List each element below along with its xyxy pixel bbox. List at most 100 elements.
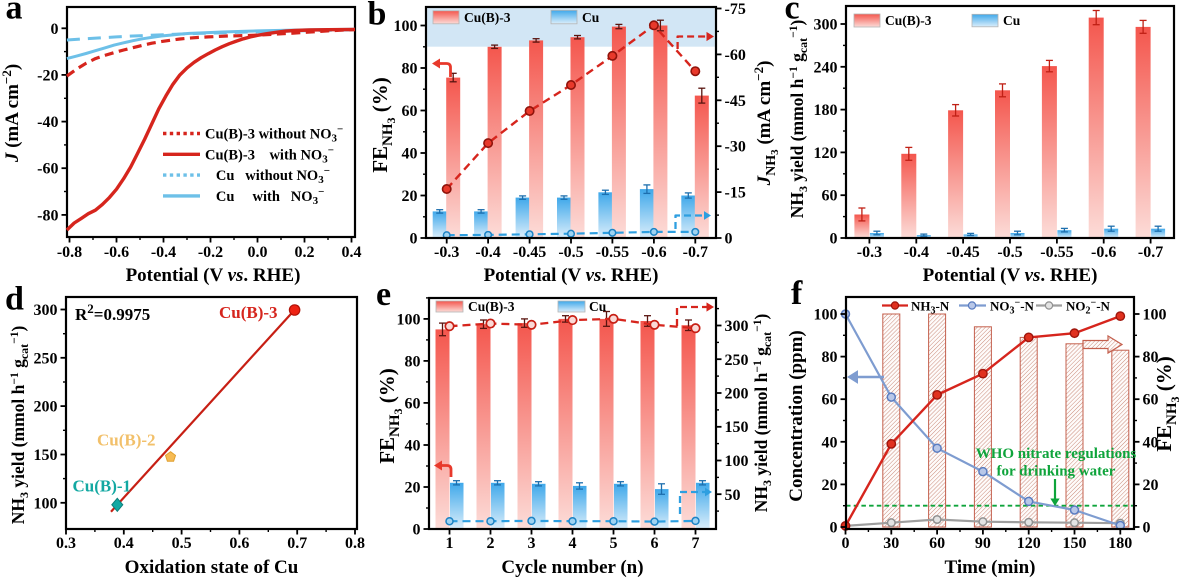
svg-text:60: 60: [1143, 392, 1159, 409]
svg-text:-15: -15: [725, 185, 746, 202]
svg-text:-0.4: -0.4: [475, 244, 500, 261]
svg-text:J (mA cm−2): J (mA cm−2): [0, 64, 23, 163]
svg-text:0: 0: [830, 231, 838, 248]
svg-text:120: 120: [1017, 535, 1041, 552]
svg-text:NH3-N: NH3-N: [911, 299, 950, 317]
svg-text:-0.3: -0.3: [434, 244, 459, 261]
svg-text:50: 50: [725, 487, 741, 504]
svg-text:60: 60: [405, 395, 421, 412]
svg-text:0: 0: [842, 535, 850, 552]
svg-text:20: 20: [822, 477, 838, 494]
svg-text:250: 250: [725, 352, 749, 369]
svg-text:NH3 yield (mmol h−1 gcat−1): NH3 yield (mmol h−1 gcat−1): [787, 20, 810, 219]
svg-text:180: 180: [814, 102, 838, 119]
svg-text:Time (min): Time (min): [945, 557, 1036, 578]
svg-text:Cu(B)-3 without NO3−: Cu(B)-3 without NO3−: [205, 124, 343, 145]
svg-text:Cu: Cu: [582, 10, 600, 25]
svg-text:3: 3: [528, 535, 536, 552]
svg-text:Cu: Cu: [589, 299, 607, 314]
svg-text:Cu(B)-3: Cu(B)-3: [219, 303, 278, 322]
svg-text:150: 150: [1063, 535, 1087, 552]
svg-text:0.4: 0.4: [114, 535, 134, 552]
svg-text:0: 0: [413, 522, 421, 539]
svg-text:NO2−-N: NO2−-N: [1066, 298, 1111, 317]
svg-text:-0.6: -0.6: [104, 244, 129, 261]
svg-text:-0.6: -0.6: [1091, 244, 1116, 261]
svg-text:Cu(B)-3: Cu(B)-3: [885, 13, 932, 28]
svg-text:-0.2: -0.2: [198, 244, 223, 261]
svg-text:150: 150: [725, 419, 749, 436]
svg-text:80: 80: [822, 349, 838, 366]
svg-text:40: 40: [1143, 434, 1159, 451]
svg-text:Cycle number (n): Cycle number (n): [501, 557, 643, 578]
svg-text:300: 300: [34, 302, 58, 319]
svg-text:f: f: [791, 275, 803, 312]
svg-text:-45: -45: [725, 93, 746, 110]
svg-text:20: 20: [1143, 477, 1159, 494]
svg-text:2: 2: [487, 535, 495, 552]
svg-text:200: 200: [725, 386, 749, 403]
svg-text:7: 7: [692, 535, 700, 552]
svg-text:0.5: 0.5: [172, 535, 192, 552]
svg-text:-0.6: -0.6: [641, 244, 666, 261]
svg-text:Cu: Cu: [1003, 13, 1021, 28]
svg-text:Oxidation state of Cu: Oxidation state of Cu: [125, 557, 299, 578]
svg-text:-60: -60: [725, 47, 746, 64]
svg-text:Concentration (ppm): Concentration (ppm): [786, 330, 807, 502]
svg-text:60: 60: [929, 535, 945, 552]
svg-text:0.4: 0.4: [342, 244, 362, 261]
svg-text:-20: -20: [37, 67, 58, 84]
svg-text:40: 40: [402, 146, 418, 163]
svg-text:100: 100: [34, 495, 58, 512]
svg-text:0.7: 0.7: [287, 535, 307, 552]
svg-text:a: a: [6, 0, 23, 27]
svg-text:100: 100: [814, 307, 838, 324]
svg-text:100: 100: [725, 453, 749, 470]
svg-text:0.6: 0.6: [229, 535, 249, 552]
svg-text:20: 20: [405, 480, 421, 497]
svg-text:-80: -80: [37, 207, 58, 224]
svg-text:-0.7: -0.7: [683, 244, 708, 261]
svg-text:-0.8: -0.8: [57, 244, 82, 261]
svg-text:Cu(B)-3: Cu(B)-3: [464, 10, 511, 25]
svg-text:0: 0: [725, 231, 733, 248]
svg-text:60: 60: [402, 103, 418, 120]
svg-text:-60: -60: [37, 161, 58, 178]
svg-text:Potential (V vs. RHE): Potential (V vs. RHE): [126, 265, 301, 286]
svg-text:-0.5: -0.5: [558, 244, 583, 261]
svg-text:-0.3: -0.3: [857, 244, 882, 261]
svg-text:-30: -30: [725, 139, 746, 156]
svg-text:-0.45: -0.45: [946, 244, 979, 261]
svg-text:Cu(B)-2: Cu(B)-2: [97, 431, 156, 450]
svg-text:0.8: 0.8: [345, 535, 365, 552]
svg-text:180: 180: [1108, 535, 1132, 552]
svg-text:-0.4: -0.4: [904, 244, 929, 261]
svg-text:40: 40: [405, 438, 421, 455]
svg-text:-0.55: -0.55: [596, 244, 629, 261]
svg-text:80: 80: [405, 353, 421, 370]
svg-text:0: 0: [1143, 520, 1151, 537]
svg-text:Cu(B)-3 with NO3−: Cu(B)-3 with NO3−: [205, 144, 334, 165]
svg-text:120: 120: [814, 145, 838, 162]
svg-text:c: c: [785, 0, 800, 27]
svg-text:JNH3 (mA cm−2): JNH3 (mA cm−2): [751, 61, 781, 187]
svg-text:100: 100: [1143, 307, 1167, 324]
svg-text:0: 0: [51, 21, 59, 38]
svg-text:250: 250: [34, 350, 58, 367]
svg-text:-0.7: -0.7: [1138, 244, 1163, 261]
svg-text:-0.4: -0.4: [151, 244, 176, 261]
svg-text:240: 240: [814, 59, 838, 76]
svg-text:60: 60: [822, 188, 838, 205]
svg-text:Potential (V vs. RHE): Potential (V vs. RHE): [484, 265, 659, 286]
svg-text:300: 300: [725, 318, 749, 335]
svg-text:100: 100: [397, 311, 421, 328]
svg-text:R2=0.9975: R2=0.9975: [75, 301, 150, 324]
svg-text:-75: -75: [725, 1, 746, 18]
svg-text:30: 30: [883, 535, 899, 552]
svg-text:100: 100: [394, 18, 418, 35]
svg-text:-0.55: -0.55: [1040, 244, 1073, 261]
svg-text:e: e: [376, 276, 391, 313]
svg-text:80: 80: [402, 61, 418, 78]
svg-text:20: 20: [402, 188, 418, 205]
svg-text:150: 150: [34, 447, 58, 464]
